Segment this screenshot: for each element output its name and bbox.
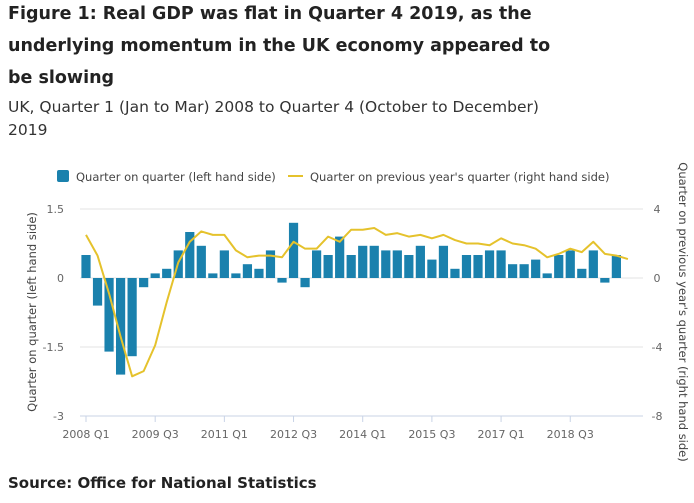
bar: [369, 245, 379, 278]
bar: [461, 255, 472, 278]
line-series: [85, 226, 629, 378]
bar: [531, 259, 541, 278]
bar: [231, 273, 241, 278]
bar: [208, 273, 218, 278]
bar: [381, 250, 391, 278]
bar: [346, 255, 356, 278]
bar: [415, 245, 425, 278]
bar: [104, 278, 114, 352]
bar: [150, 273, 160, 278]
bar: [450, 268, 460, 278]
bar: [288, 222, 299, 278]
x-tick-label: 2018 Q3: [547, 428, 594, 441]
y-left-tick-label: 1.5: [47, 203, 65, 216]
bar: [519, 264, 529, 278]
bar: [484, 250, 495, 278]
line-path: [85, 226, 629, 378]
legend: Quarter on quarter (left hand side) Quar…: [57, 170, 609, 184]
bar: [542, 273, 552, 278]
chart-subtitle: UK, Quarter 1 (Jan to Mar) 2008 to Quart…: [8, 98, 539, 139]
y-right-tick-label: 0: [654, 272, 661, 285]
bar: [358, 245, 368, 278]
bar-series: [81, 222, 633, 375]
bar: [265, 250, 276, 278]
x-tick-label: 2009 Q3: [132, 428, 179, 441]
bar: [473, 255, 483, 278]
bar: [115, 278, 126, 375]
bar: [162, 268, 172, 278]
bar: [392, 250, 402, 278]
bar: [185, 232, 195, 278]
y-right-tick-label: 4: [654, 203, 661, 216]
y-left-tick-label: -1.5: [43, 341, 64, 354]
bar: [139, 278, 149, 288]
bar: [196, 245, 206, 278]
x-tick-label: 2012 Q3: [270, 428, 317, 441]
bar: [242, 264, 253, 278]
legend-bar-swatch: [57, 170, 69, 182]
bar: [404, 255, 414, 278]
y-right-axis-title: Quarter on previous year's quarter (righ…: [676, 162, 690, 461]
y-left-axis-title: Quarter on quarter (left hand side): [25, 212, 39, 412]
bar: [254, 268, 264, 278]
bar: [565, 250, 575, 278]
y-right-tick-label: -8: [652, 410, 663, 423]
bar: [277, 278, 287, 283]
legend-line-label: Quarter on previous year's quarter (righ…: [310, 170, 609, 184]
axes: 1.5 0 -1.5 -3 4 0 -4 -8 2008 Q1 2009 Q3 2011 Q1 201…: [43, 203, 663, 441]
bar: [300, 278, 310, 288]
y-right-tick-label: -4: [652, 341, 663, 354]
source-note: Source: Office for National Statistics: [8, 474, 317, 492]
legend-bar-label: Quarter on quarter (left hand side): [76, 170, 276, 184]
bar: [127, 278, 137, 357]
bar: [427, 259, 437, 278]
x-tick-label: 2014 Q1: [339, 428, 386, 441]
bar: [92, 278, 103, 306]
x-tick-label: 2015 Q3: [408, 428, 455, 441]
bar: [496, 250, 506, 278]
bar: [508, 264, 518, 278]
x-tick-label: 2008 Q1: [62, 428, 109, 441]
chart-title: Figure 1: Real GDP was flat in Quarter 4…: [8, 4, 551, 88]
y-left-tick-label: -3: [53, 410, 64, 423]
bar: [219, 250, 229, 278]
y-left-tick-label: 0: [57, 272, 64, 285]
bar: [554, 255, 564, 278]
bar: [335, 236, 345, 278]
bar: [323, 255, 333, 278]
bar: [577, 268, 587, 278]
bar: [600, 278, 610, 283]
bar: [81, 255, 91, 278]
x-tick-label: 2017 Q1: [478, 428, 525, 441]
bar: [588, 250, 598, 278]
bar: [438, 245, 449, 278]
bar: [611, 255, 621, 278]
x-tick-label: 2011 Q1: [201, 428, 248, 441]
bar: [312, 250, 322, 278]
